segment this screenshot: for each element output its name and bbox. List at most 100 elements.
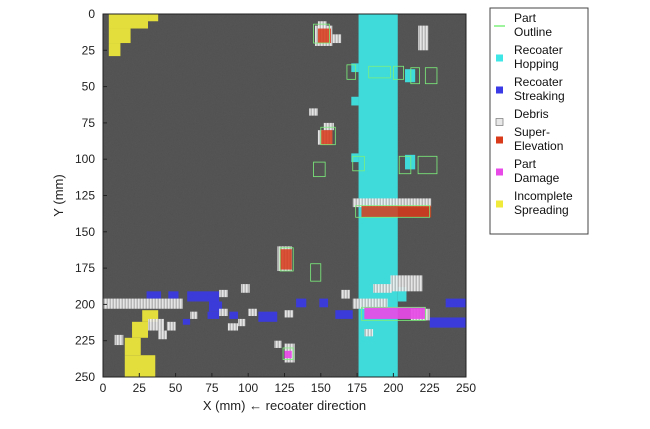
- super-elevation-region: [320, 130, 333, 145]
- debris-region: [114, 334, 124, 346]
- recoater-streaking-region: [208, 301, 223, 312]
- debris-region: [103, 298, 183, 309]
- legend-label: Elevation: [514, 139, 563, 153]
- part-damage-region: [364, 307, 426, 319]
- debris-region: [248, 308, 257, 317]
- debris-region: [227, 323, 239, 331]
- debris-region: [352, 198, 432, 208]
- debris-region: [274, 340, 282, 348]
- y-axis: 0 25 50 75 100 125 150 175 200 225 250: [75, 7, 107, 384]
- x-tick-label: 75: [205, 381, 219, 395]
- recoater-streaking-region: [168, 291, 179, 299]
- legend-label: Hopping: [514, 57, 559, 71]
- incomplete-spreading-region: [124, 355, 156, 377]
- x-tick-label: 175: [347, 381, 367, 395]
- incomplete-spreading-region: [108, 43, 121, 57]
- part-outline: [352, 155, 365, 172]
- recoater-hopping-region: [351, 96, 359, 106]
- x-tick-label: 200: [383, 381, 403, 395]
- part-outline: [410, 67, 420, 85]
- y-tick-label: 100: [75, 152, 95, 166]
- debris-region: [219, 289, 228, 298]
- incomplete-spreading-region: [108, 28, 131, 44]
- debris-region: [238, 318, 246, 327]
- part-outline: [398, 155, 412, 175]
- debris-region: [332, 34, 342, 44]
- debris-region: [148, 318, 164, 331]
- super-elevation-region: [317, 28, 331, 44]
- recoater-streaking-region: [187, 291, 220, 302]
- super-elevation-region: [280, 249, 292, 270]
- recoater-streaking-region: [319, 298, 329, 308]
- debris-region: [190, 311, 198, 319]
- x-tick-label: 100: [238, 381, 258, 395]
- y-tick-label: 50: [82, 80, 96, 94]
- debris-region: [166, 321, 176, 331]
- recoater-hopping-region: [351, 153, 359, 163]
- part-outline: [313, 161, 326, 178]
- part-outline: [282, 347, 294, 360]
- y-tick-label: 250: [75, 370, 95, 384]
- debris-region: [219, 308, 228, 317]
- y-axis-label: Y (mm): [51, 174, 66, 216]
- recoater-hopping-region: [358, 14, 398, 377]
- part-outline: [417, 155, 438, 175]
- legend-label: Debris: [514, 107, 549, 121]
- debris-region: [418, 25, 429, 51]
- incomplete-spreading-region: [124, 337, 141, 356]
- incomplete-spreading-region: [132, 321, 149, 338]
- x-tick-label: 250: [456, 381, 476, 395]
- defect-regions: [103, 14, 466, 377]
- incomplete-spreading-region: [148, 14, 159, 22]
- debris-region: [390, 275, 423, 292]
- recoater-streaking-region: [429, 317, 466, 328]
- part-outline: [361, 306, 426, 321]
- recoater-hopping-region: [405, 154, 416, 170]
- part-outline: [310, 263, 322, 282]
- part-outline: [320, 126, 336, 146]
- recoater-streaking-region: [207, 311, 220, 319]
- legend-label: Streaking: [514, 89, 565, 103]
- legend-swatch: [496, 54, 503, 62]
- recoater-streaking-region: [229, 311, 239, 319]
- y-tick-label: 200: [75, 297, 95, 311]
- incomplete-spreading-region: [108, 14, 149, 29]
- debris-region: [309, 108, 318, 116]
- legend: PartOutlineRecoaterHoppingRecoaterStreak…: [489, 7, 589, 235]
- legend-item-super-elevation: Super-Elevation: [496, 125, 563, 153]
- legend-label: Super-: [514, 125, 550, 139]
- part-outline: [279, 247, 294, 272]
- legend-label: Recoater: [514, 75, 563, 89]
- plot-area: [102, 13, 467, 378]
- x-tick-label: 0: [100, 381, 107, 395]
- y-tick-label: 25: [82, 43, 96, 57]
- legend-label: Part: [514, 157, 537, 171]
- debris-region: [352, 298, 388, 309]
- recoater-streaking-region: [445, 298, 466, 308]
- recoater-streaking-region: [146, 291, 162, 299]
- part-outline: [368, 65, 391, 79]
- debris-region: [323, 122, 334, 131]
- recoater-hopping-region: [405, 69, 416, 83]
- legend-swatch: [496, 86, 503, 94]
- legend-swatch: [496, 136, 503, 144]
- x-tick-label: 50: [169, 381, 183, 395]
- recoater-streaking-region: [335, 310, 353, 319]
- y-tick-label: 150: [75, 225, 95, 239]
- legend-label: Recoater: [514, 43, 563, 57]
- recoater-hopping-region: [397, 286, 407, 302]
- recoater-streaking-region: [258, 311, 278, 322]
- debris-region: [284, 310, 294, 318]
- y-tick-label: 125: [75, 189, 95, 203]
- part-outline: [424, 67, 438, 85]
- part-outlines: [279, 23, 438, 360]
- x-tick-label: 225: [420, 381, 440, 395]
- debris-region: [158, 330, 167, 340]
- super-elevation-region: [361, 205, 432, 218]
- legend-item-debris: Debris: [495, 107, 549, 126]
- debris-region: [373, 284, 392, 293]
